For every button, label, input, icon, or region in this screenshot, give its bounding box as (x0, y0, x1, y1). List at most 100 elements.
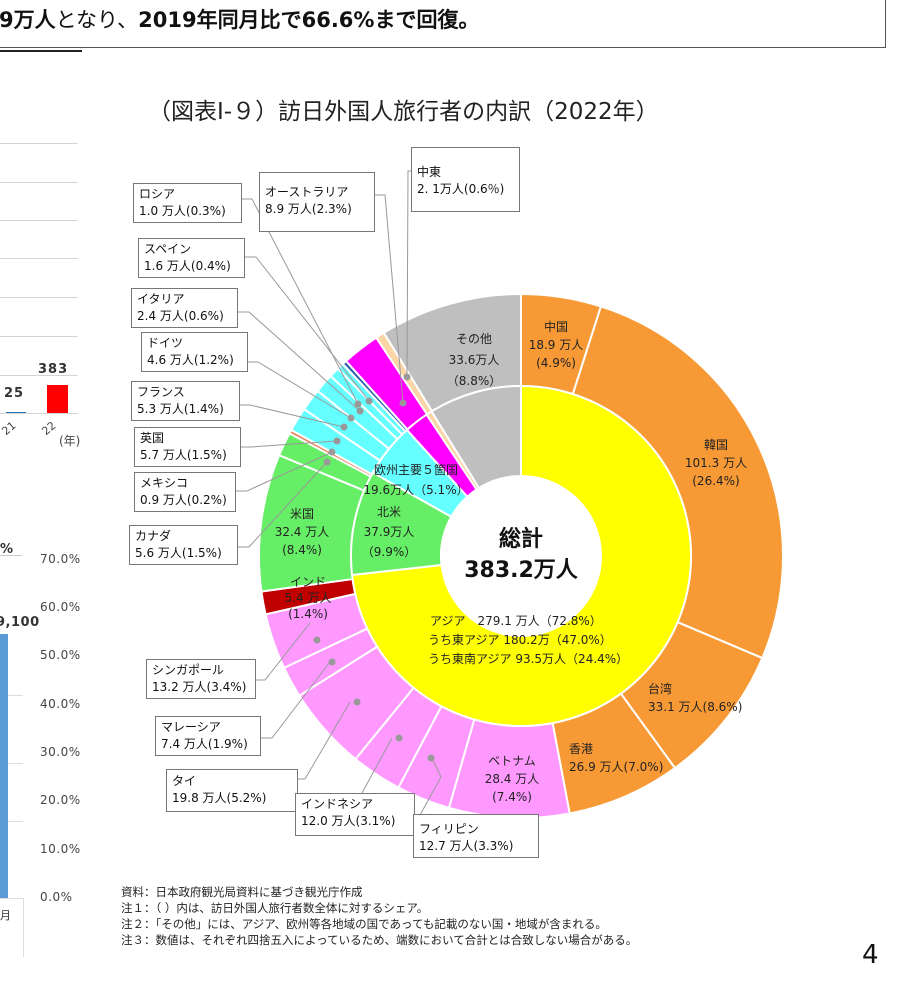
callout-name: 中東 (417, 165, 442, 179)
y2-tick: 0.0% (40, 890, 73, 904)
callout-name: タイ (172, 774, 197, 788)
page-number: 4 (862, 940, 879, 970)
callout-canada: カナダ 5.6 万人(1.5%) (129, 525, 238, 565)
label-line: （9.9%） (361, 545, 417, 559)
note-1: 注１：（ ）内は、訪日外国人旅行者数全体に対するシェア。 (121, 901, 429, 915)
asia-total: アジア 279.1 万人（72.8%） (430, 614, 602, 628)
callout-value: 5.3 万人(1.4%) (137, 402, 224, 416)
callout-value: 2. 1万人(0.6％) (417, 182, 505, 196)
month-label: 月 (0, 909, 11, 922)
label-line: 32.4 万人 (274, 525, 330, 539)
headline-normal: となり、 (55, 8, 139, 32)
label-other: その他 33.6万人 （8.8%） (434, 329, 514, 392)
callout-italy: イタリア 2.4 万人(0.6%) (131, 288, 238, 328)
label-hongkong: 香港 26.9 万人(7.0%) (569, 740, 663, 776)
headline-box: 9万人となり、2019年同月比で66.6%まで回復。 (0, 0, 886, 48)
callout-value: 1.0 万人(0.3%) (139, 204, 226, 218)
notes: 資料：日本政府観光局資料に基づき観光庁作成 注１：（ ）内は、訪日外国人旅行者数… (121, 884, 637, 948)
callout-thailand: タイ 19.8 万人(5.2%) (166, 769, 298, 812)
label-line: 台湾 (648, 682, 673, 696)
callout-france: フランス 5.3 万人(1.4%) (131, 381, 240, 421)
callout-uk: 英国 5.7 万人(1.5%) (134, 427, 241, 467)
callout-spain: スペイン 1.6 万人(0.4%) (138, 238, 245, 278)
total-value: 383.2万人 (464, 558, 578, 583)
label-line: 5.4 万人 (284, 591, 332, 605)
label-india: インド 5.4 万人 (1.4%) (278, 574, 338, 622)
label-line: 33.6万人 (448, 353, 500, 367)
asia-breakdown: アジア 279.1 万人（72.8%） うち東アジア 180.2万（47.0%）… (428, 612, 628, 669)
callout-name: スペイン (144, 242, 192, 256)
left-bar-chart: 383 25 21 22 (年) % 9,100 70.0% 60.0% 50.… (0, 140, 120, 960)
callout-name: インドネシア (301, 797, 374, 811)
callout-indonesia: インドネシア 12.0 万人(3.1%) (295, 793, 415, 836)
gridline (0, 143, 78, 144)
donut-total: 総計 383.2万人 (446, 525, 596, 587)
callout-value: 12.7 万人(3.3%) (419, 839, 514, 853)
bar-2021 (6, 412, 26, 413)
label-line: (26.4%) (692, 474, 740, 488)
label-line: 米国 (289, 507, 314, 521)
lower-bar-value: 9,100 (0, 615, 40, 630)
callout-name: カナダ (135, 529, 172, 543)
y2-tick: 50.0% (40, 648, 81, 662)
label-line: 33.1 万人(8.6%) (648, 700, 743, 714)
callout-malaysia: マレーシア 7.4 万人(1.9%) (155, 716, 261, 756)
southeast-asia-total: うち東南アジア 93.5万人（24.4%） (428, 652, 629, 666)
callout-value: 7.4 万人(1.9%) (161, 737, 248, 751)
east-asia-total: うち東アジア 180.2万（47.0%） (428, 633, 612, 647)
gridline (0, 555, 22, 556)
callout-value: 4.6 万人(1.2%) (147, 353, 234, 367)
y2-tick: 30.0% (40, 745, 81, 759)
callout-name: シンガポール (152, 663, 225, 677)
callout-name: 英国 (140, 431, 165, 445)
y2-tick: 60.0% (40, 600, 81, 614)
callout-name: フランス (137, 385, 185, 399)
label-line: (7.4%) (492, 790, 532, 804)
callout-name: ロシア (139, 187, 176, 201)
gridline (0, 297, 78, 298)
callout-name: イタリア (137, 292, 185, 306)
callout-singapore: シンガポール 13.2 万人(3.4%) (146, 659, 256, 699)
callout-australia: オーストラリア 8.9 万人(2.3%) (259, 172, 375, 232)
gridline (0, 336, 78, 337)
callout-philippines: フィリピン 12.7 万人(3.3%) (413, 814, 539, 858)
label-usa: 米国 32.4 万人 (8.4%) (270, 505, 334, 559)
headline-bold-2: 2019年同月比で66.6%まで回復。 (138, 8, 480, 32)
label-vietnam: ベトナム 28.4 万人 (7.4%) (472, 752, 552, 806)
label-korea: 韓国 101.3 万人 (26.4%) (676, 436, 756, 490)
y2-tick: 10.0% (40, 842, 81, 856)
bar-value-2021: 25 (4, 386, 25, 401)
note-2: 注２：「その他」には、アジア、欧州等各地域の国であっても記載のない国・地域が含ま… (121, 917, 607, 931)
label-line: (8.4%) (282, 543, 322, 557)
chart-title: （図表Ⅰ-９）訪日外国人旅行者の内訳（2022年） (148, 99, 659, 125)
label-line: 中国 (543, 320, 568, 334)
y2-tick: 70.0% (40, 552, 81, 566)
callout-value: 19.8 万人(5.2%) (172, 791, 267, 805)
inner-ring (350, 384, 692, 727)
callout-value: 1.6 万人(0.4%) (144, 259, 231, 273)
callout-russia: ロシア 1.0 万人(0.3%) (133, 183, 242, 223)
note-source: 資料：日本政府観光局資料に基づき観光庁作成 (121, 885, 363, 899)
label-line: (1.4%) (288, 607, 328, 621)
bar-2022 (47, 385, 68, 413)
label-line: 28.4 万人 (484, 772, 540, 786)
label-line: インド (289, 575, 326, 589)
note-3: 注３：数値は、それぞれ四捨五入によっているため、端数において合計とは合致しない場… (121, 933, 638, 947)
callout-mexico: メキシコ 0.9 万人(0.2%) (134, 472, 236, 512)
label-line: 18.9 万人 (528, 338, 584, 352)
y2-tick: 20.0% (40, 793, 81, 807)
headline-underline (0, 50, 82, 52)
leader-dots (313, 373, 435, 762)
callout-name: ドイツ (147, 336, 184, 350)
x-unit-label: (年) (59, 434, 81, 448)
gridline (8, 695, 23, 696)
label-line: 37.9万人 (363, 525, 415, 539)
y2-tick: 40.0% (40, 697, 81, 711)
partial-pct: % (0, 542, 14, 557)
label-europe5: 欧州主要５箇国 19.6万人（5.1%） (356, 460, 476, 500)
callout-name: フィリピン (419, 822, 479, 836)
callout-value: 0.9 万人(0.2%) (140, 493, 227, 507)
gridline (0, 413, 78, 414)
leader-lines (235, 170, 442, 827)
label-line: 26.9 万人(7.0%) (569, 760, 664, 774)
